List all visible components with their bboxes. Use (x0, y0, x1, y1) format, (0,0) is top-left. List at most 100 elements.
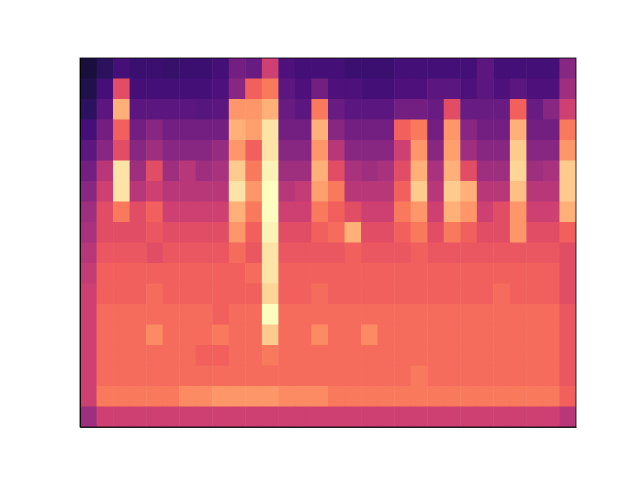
heatmap-cell (460, 386, 477, 407)
heatmap-cell (345, 161, 362, 182)
heatmap-cell (559, 181, 576, 202)
heatmap-cell (444, 202, 461, 223)
heatmap-cell (146, 99, 163, 120)
heatmap-cell (378, 366, 395, 387)
heatmap-cell (444, 222, 461, 243)
heatmap-cell (196, 366, 213, 387)
heatmap-cell (80, 99, 97, 120)
heatmap-cell (411, 161, 428, 182)
heatmap-cell (130, 366, 147, 387)
heatmap-cell (113, 407, 130, 428)
heatmap-cell (295, 304, 312, 325)
heatmap-cell (477, 99, 494, 120)
heatmap-cell (477, 120, 494, 141)
heatmap-cell (229, 386, 246, 407)
heatmap-cell (378, 99, 395, 120)
heatmap-cell (196, 222, 213, 243)
heatmap-cell (278, 263, 295, 284)
heatmap-cell (163, 140, 180, 161)
heatmap-cell (361, 181, 378, 202)
heatmap-cell (163, 263, 180, 284)
heatmap-cell (113, 58, 130, 79)
heatmap-cell (146, 407, 163, 428)
heatmap-cell (361, 99, 378, 120)
heatmap-cell (278, 181, 295, 202)
heatmap-cell (163, 99, 180, 120)
heatmap-cell (163, 202, 180, 223)
heatmap-cell (444, 304, 461, 325)
heatmap-cell (345, 202, 362, 223)
heatmap-cell (411, 366, 428, 387)
heatmap-cell (229, 181, 246, 202)
heatmap-cell (345, 181, 362, 202)
heatmap-cell (394, 222, 411, 243)
heatmap-cell (394, 304, 411, 325)
heatmap-cell (345, 79, 362, 100)
heatmap-cell (245, 325, 262, 346)
heatmap-cell (113, 325, 130, 346)
heatmap-cell (196, 140, 213, 161)
heatmap-cell (229, 407, 246, 428)
heatmap-cell (212, 345, 229, 366)
heatmap-cell (378, 140, 395, 161)
heatmap-cell (427, 243, 444, 264)
heatmap-cell (245, 58, 262, 79)
heatmap-cell (229, 58, 246, 79)
heatmap-cell (526, 140, 543, 161)
heatmap-cell (196, 304, 213, 325)
heatmap-cell (361, 161, 378, 182)
heatmap-cell (212, 366, 229, 387)
heatmap-cell (179, 284, 196, 305)
heatmap-cell (361, 120, 378, 141)
heatmap-cell (411, 407, 428, 428)
heatmap-cell (130, 386, 147, 407)
heatmap-cell (328, 120, 345, 141)
heatmap-cell (212, 202, 229, 223)
heatmap-cell (378, 284, 395, 305)
heatmap-cell (543, 79, 560, 100)
heatmap-cell (80, 140, 97, 161)
heatmap-cell (328, 345, 345, 366)
heatmap-cell (196, 161, 213, 182)
heatmap-cell (295, 222, 312, 243)
heatmap-cell (146, 120, 163, 141)
heatmap-cell (212, 222, 229, 243)
heatmap-cell (163, 345, 180, 366)
heatmap-cell (97, 325, 114, 346)
heatmap-cell (113, 366, 130, 387)
heatmap-cell (163, 304, 180, 325)
heatmap-cell (212, 79, 229, 100)
heatmap-cell (179, 304, 196, 325)
heatmap-cell (543, 345, 560, 366)
heatmap-cell (146, 181, 163, 202)
heatmap-cell (378, 325, 395, 346)
heatmap-cell (543, 140, 560, 161)
heatmap-cell (328, 99, 345, 120)
heatmap-cell (179, 263, 196, 284)
heatmap-cell (262, 58, 279, 79)
heatmap-cell (460, 79, 477, 100)
heatmap-cell (345, 99, 362, 120)
heatmap-cell (394, 58, 411, 79)
heatmap-cell (444, 407, 461, 428)
heatmap-cell (229, 99, 246, 120)
heatmap-cell (510, 263, 527, 284)
heatmap-cell (212, 284, 229, 305)
heatmap-cell (130, 304, 147, 325)
heatmap-cell (262, 325, 279, 346)
heatmap-cell (311, 407, 328, 428)
heatmap-cell (262, 407, 279, 428)
heatmap-cell (543, 120, 560, 141)
heatmap-cell (212, 99, 229, 120)
heatmap-cell (328, 304, 345, 325)
heatmap-cell (543, 407, 560, 428)
heatmap-cell (460, 202, 477, 223)
heatmap-cell (427, 161, 444, 182)
heatmap-cell (80, 345, 97, 366)
heatmap-cell (80, 304, 97, 325)
heatmap-cell (510, 345, 527, 366)
heatmap-cell (245, 120, 262, 141)
heatmap-cell (295, 202, 312, 223)
heatmap-cell (80, 79, 97, 100)
heatmap-cell (543, 304, 560, 325)
